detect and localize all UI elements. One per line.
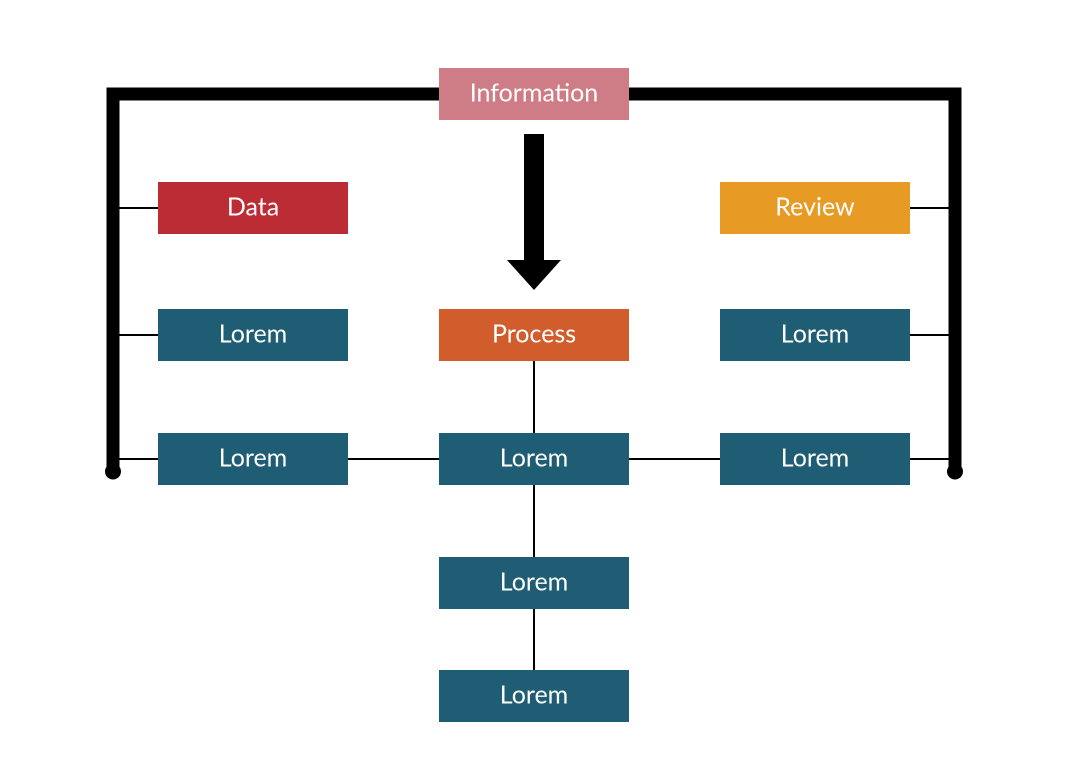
node-center-lorem-2: Lorem	[439, 557, 629, 609]
frame-right-cap	[947, 464, 963, 480]
node-label: Review	[775, 191, 855, 221]
node-left-lorem-1: Lorem	[158, 309, 348, 361]
node-label: Process	[492, 318, 576, 348]
node-label: Lorem	[500, 442, 568, 472]
node-label: Lorem	[781, 318, 849, 348]
node-label: Lorem	[219, 442, 287, 472]
node-label: Lorem	[500, 566, 568, 596]
node-right-lorem-1: Lorem	[720, 309, 910, 361]
node-label: Lorem	[781, 442, 849, 472]
down-arrow-icon	[507, 134, 561, 290]
node-right-lorem-2: Lorem	[720, 433, 910, 485]
node-label: Data	[227, 191, 279, 221]
node-label: Lorem	[500, 679, 568, 709]
node-label: Lorem	[219, 318, 287, 348]
node-label: Information	[470, 77, 599, 107]
frame-left	[107, 88, 120, 472]
node-review: Review	[720, 182, 910, 234]
frame-left-cap	[105, 464, 121, 480]
frame-right	[949, 88, 962, 472]
node-center-lorem-1: Lorem	[439, 433, 629, 485]
node-information: Information	[439, 68, 629, 120]
node-center-lorem-3: Lorem	[439, 670, 629, 722]
node-left-lorem-2: Lorem	[158, 433, 348, 485]
node-process: Process	[439, 309, 629, 361]
node-data: Data	[158, 182, 348, 234]
flowchart-canvas: Information Data Review Process Lorem Lorem Lo…	[0, 0, 1080, 764]
